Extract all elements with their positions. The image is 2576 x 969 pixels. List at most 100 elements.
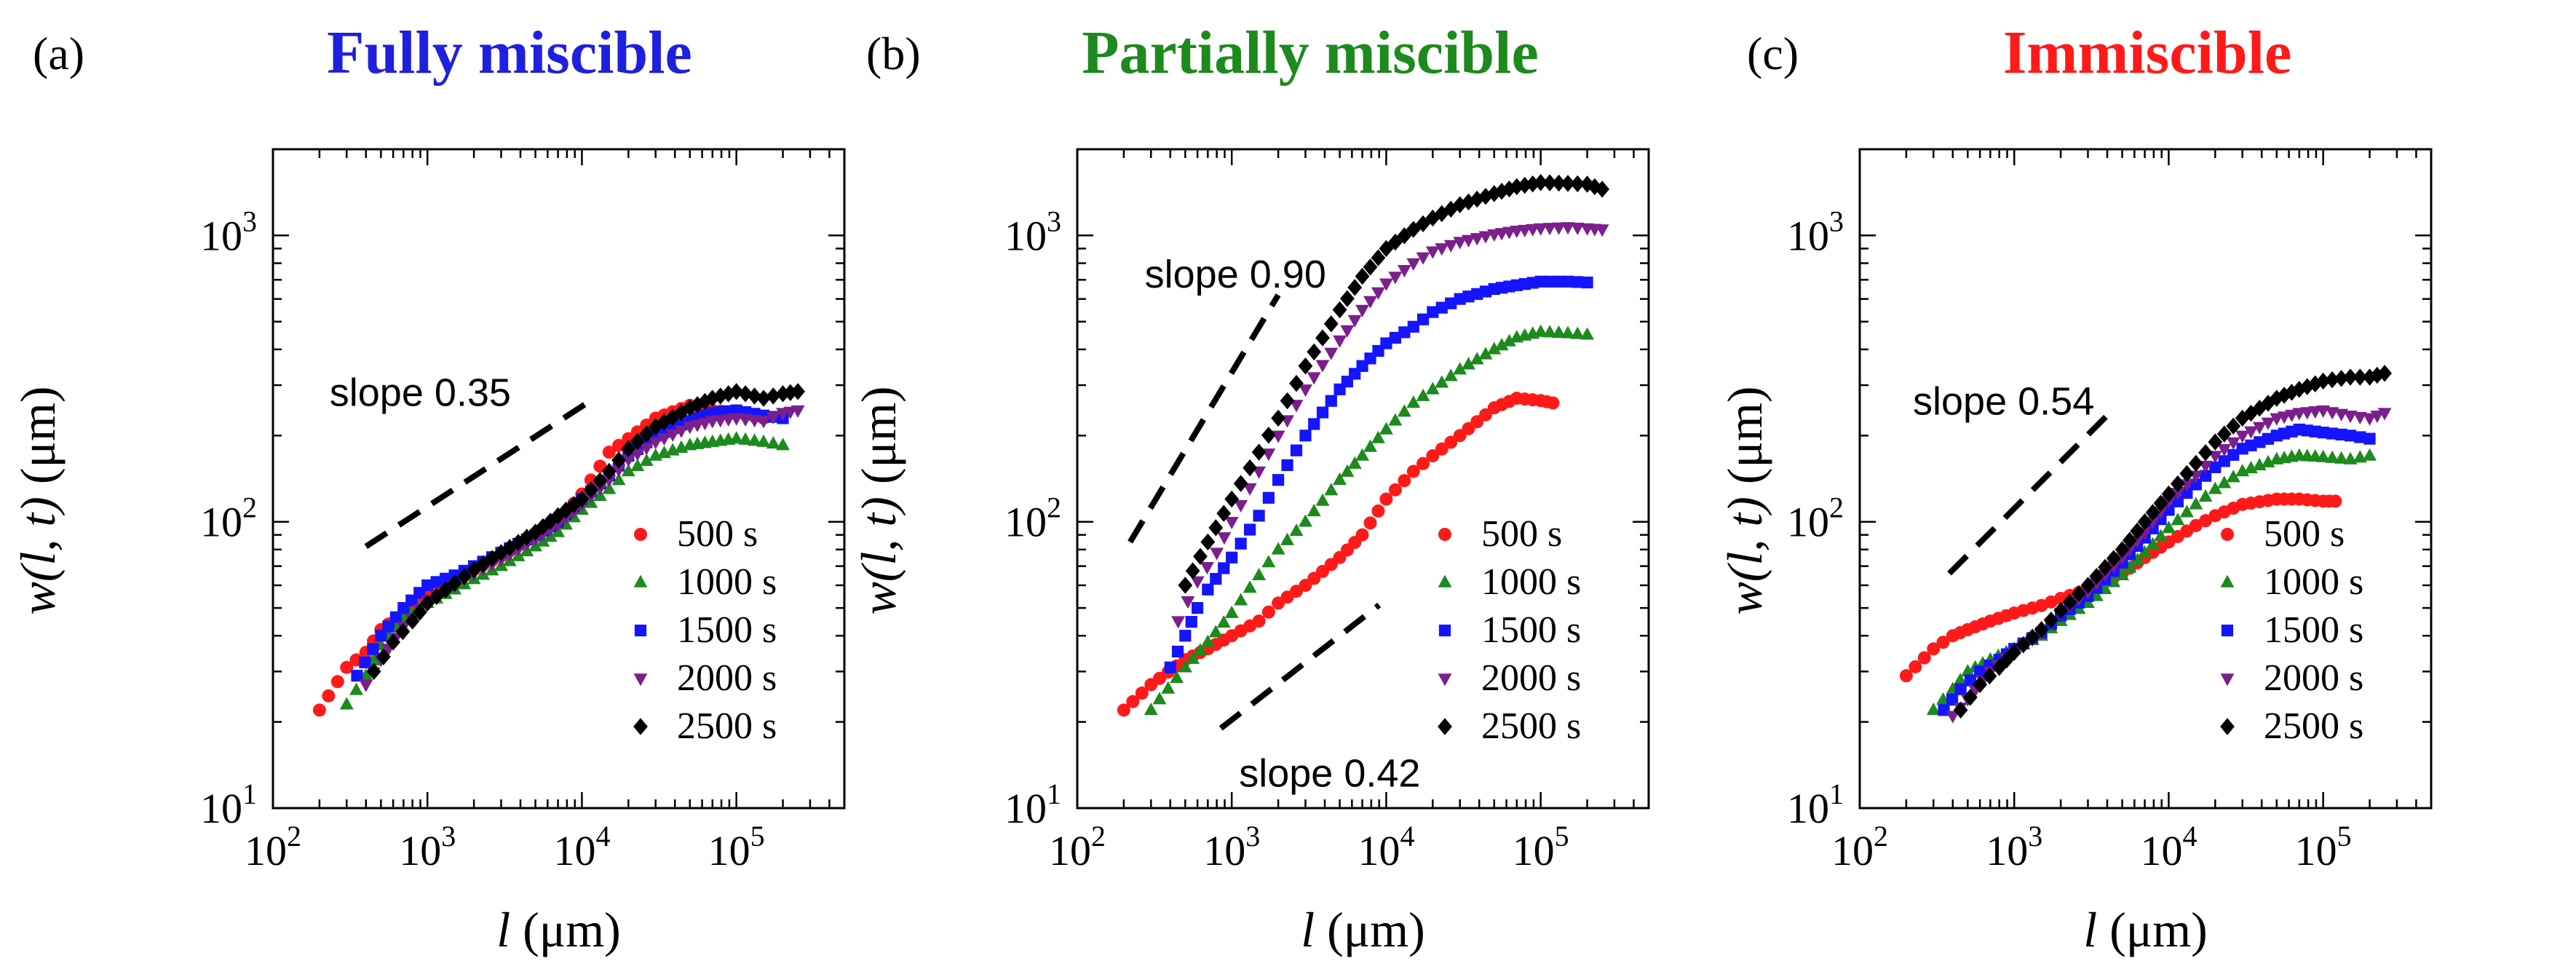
data-point	[2189, 478, 2202, 491]
data-point	[2325, 450, 2339, 463]
data-point	[1398, 474, 1411, 488]
data-point	[1453, 237, 1467, 250]
data-point	[2226, 437, 2240, 450]
data-point	[550, 507, 566, 525]
y-tick-label: 103	[1787, 205, 1844, 259]
data-point	[1323, 315, 1339, 333]
legend-marker	[1438, 528, 1451, 541]
data-point	[1308, 418, 1320, 430]
data-point	[1494, 338, 1509, 351]
y-axis-unit: (μm)	[851, 386, 906, 497]
data-point	[1363, 296, 1377, 309]
x-tick-label: 102	[1049, 820, 1106, 874]
data-point	[413, 604, 427, 621]
data-point	[1478, 231, 1493, 244]
legend-marker	[633, 718, 648, 735]
data-point	[1144, 702, 1158, 716]
data-point	[2170, 475, 2185, 493]
legend-label: 2500 s	[2264, 705, 2363, 747]
x-axis-variable: l	[1301, 902, 1315, 957]
y-tick-exponent: 2	[1047, 491, 1061, 524]
data-point	[1435, 442, 1448, 456]
data-point	[621, 454, 635, 467]
series-2500s	[1178, 174, 1610, 594]
data-point	[1407, 320, 1419, 333]
data-point	[1340, 325, 1355, 338]
data-point	[2208, 451, 2222, 464]
series-500s	[1117, 392, 1560, 717]
data-point	[2216, 425, 2232, 443]
data-point	[1946, 711, 1960, 724]
data-point	[2252, 422, 2267, 435]
data-point	[2171, 487, 2185, 501]
data-point	[1289, 523, 1304, 537]
data-point	[766, 435, 780, 449]
data-point	[1542, 325, 1557, 338]
data-point	[665, 429, 680, 442]
y-tick-label: 103	[1004, 205, 1061, 259]
data-point	[630, 458, 645, 472]
data-point	[2154, 529, 2168, 542]
data-point	[2198, 489, 2213, 502]
legend-marker	[1438, 718, 1452, 735]
data-point	[2317, 426, 2329, 439]
data-point	[602, 446, 616, 459]
data-point	[1416, 456, 1430, 470]
data-point	[611, 472, 626, 486]
data-point	[2188, 454, 2203, 472]
data-point	[1426, 449, 1440, 463]
data-point	[1171, 616, 1186, 629]
data-point	[1164, 661, 1176, 673]
legend-label: 500 s	[1481, 513, 1562, 555]
legend-label: 1000 s	[2264, 561, 2363, 603]
data-point	[2244, 426, 2258, 439]
data-point	[1982, 667, 1997, 685]
data-point	[1347, 456, 1362, 469]
data-point	[1316, 406, 1329, 419]
data-point	[1289, 400, 1304, 413]
data-point	[1216, 505, 1232, 522]
y-axis-label: w(l, t) (μm)	[1717, 386, 1772, 614]
data-point	[2362, 368, 2377, 386]
data-point	[1170, 671, 1184, 684]
data-point	[376, 648, 391, 665]
data-point	[1542, 223, 1557, 236]
slope-guide-line	[1218, 602, 1382, 731]
data-point	[1281, 459, 1293, 472]
x-tick-base: 10	[1831, 827, 1874, 874]
data-point	[2343, 368, 2358, 386]
data-point	[639, 443, 654, 456]
data-point	[2363, 432, 2376, 445]
data-point	[705, 389, 720, 407]
y-tick-label: 101	[1787, 778, 1844, 832]
slope-label: slope 0.35	[330, 371, 511, 414]
data-point	[330, 675, 344, 689]
data-point	[389, 611, 403, 623]
y-tick-base: 10	[1787, 212, 1829, 259]
data-point	[1333, 472, 1347, 485]
data-point	[756, 434, 771, 447]
legend-marker	[633, 673, 648, 687]
legend-marker	[634, 528, 647, 541]
data-point	[1388, 272, 1403, 285]
data-point	[1224, 490, 1240, 508]
y-tick-label: 102	[1004, 491, 1061, 546]
data-point	[1243, 459, 1258, 477]
data-point	[1371, 287, 1385, 300]
data-point	[1355, 448, 1370, 461]
x-tick-base: 10	[1203, 827, 1245, 874]
data-point	[611, 451, 626, 469]
data-point	[690, 396, 705, 414]
data-point	[611, 464, 626, 478]
data-point	[1186, 651, 1200, 664]
data-point	[1181, 596, 1195, 609]
data-point	[1178, 660, 1192, 673]
data-point	[1435, 375, 1449, 388]
data-point	[1380, 337, 1392, 349]
x-tick-base: 10	[1049, 827, 1091, 874]
x-tick-base: 10	[1986, 827, 2028, 874]
slope-guide-line	[364, 395, 596, 549]
data-point	[2377, 408, 2392, 421]
legend-marker	[1438, 574, 1452, 588]
data-point	[713, 387, 728, 405]
